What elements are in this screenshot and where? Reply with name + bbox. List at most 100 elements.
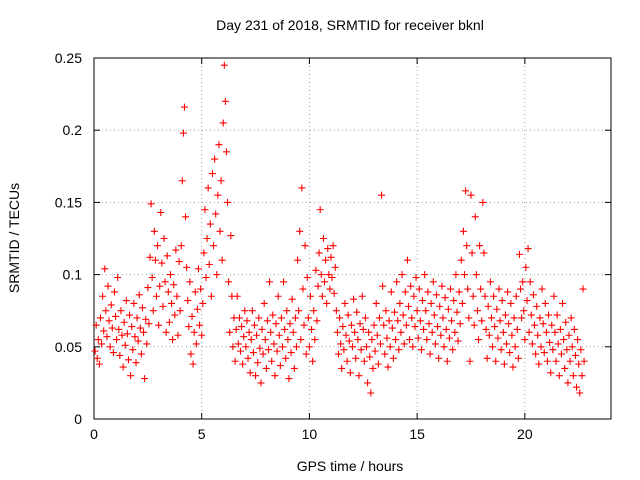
data-point (373, 331, 381, 339)
data-point (186, 278, 194, 286)
y-tick-label: 0.1 (63, 267, 83, 283)
data-point (505, 320, 513, 328)
data-point (431, 340, 439, 348)
data-point (547, 369, 555, 377)
data-point (374, 360, 382, 368)
data-point (445, 334, 453, 342)
data-point (140, 328, 148, 336)
data-point (138, 304, 146, 312)
data-point (161, 278, 169, 286)
data-point (160, 235, 168, 242)
data-point (550, 292, 558, 300)
data-point (469, 292, 477, 300)
data-point (200, 249, 208, 257)
data-point (359, 325, 367, 333)
plot-frame (93, 57, 612, 420)
x-axis-label: GPS time / hours (297, 458, 404, 474)
data-point (435, 354, 443, 362)
data-point (127, 372, 135, 380)
data-point (104, 282, 112, 290)
data-point (392, 336, 400, 344)
data-point (233, 292, 241, 300)
data-point (507, 299, 515, 307)
data-point (363, 343, 371, 351)
data-point (162, 328, 170, 336)
data-point (477, 285, 485, 293)
data-point (364, 379, 372, 387)
data-point (354, 336, 362, 344)
data-point (546, 338, 554, 346)
data-point (537, 343, 545, 351)
data-point (232, 325, 240, 333)
data-point (336, 314, 344, 322)
data-point (94, 336, 102, 344)
data-point (414, 334, 422, 342)
data-point (464, 285, 472, 293)
data-point (378, 191, 386, 199)
data-point (381, 350, 389, 358)
data-point (285, 375, 293, 383)
data-point (207, 292, 215, 300)
data-point (132, 359, 140, 367)
data-point (569, 372, 577, 380)
data-point (476, 242, 484, 250)
data-point (571, 351, 579, 359)
data-point (255, 314, 263, 322)
data-point (417, 346, 425, 354)
data-point (462, 187, 470, 195)
chart-title: Day 231 of 2018, SRMTID for receiver bkn… (216, 17, 484, 33)
data-point (524, 245, 532, 253)
grid-lines (94, 58, 611, 419)
data-point (509, 363, 517, 371)
data-point (340, 346, 348, 354)
data-point (118, 331, 126, 339)
data-point (533, 302, 541, 310)
data-point (238, 323, 246, 331)
data-point (536, 314, 544, 322)
data-point (157, 209, 165, 217)
data-point (570, 325, 578, 333)
data-point (357, 346, 365, 354)
data-point (559, 299, 567, 307)
data-point (198, 331, 206, 339)
data-point (454, 337, 462, 345)
data-point (253, 331, 261, 339)
data-point (563, 346, 571, 354)
data-point (470, 321, 478, 329)
data-point (217, 177, 225, 185)
data-point (367, 389, 375, 397)
data-point (351, 328, 359, 336)
data-point (259, 350, 267, 358)
data-point (120, 318, 128, 326)
data-point (395, 346, 403, 354)
data-point (300, 321, 308, 329)
data-point (319, 235, 327, 242)
data-point (553, 311, 561, 319)
data-point (203, 235, 211, 242)
data-point (540, 349, 548, 357)
data-point (356, 320, 364, 328)
data-point (308, 325, 316, 333)
data-point (490, 292, 498, 300)
data-point (288, 295, 296, 303)
data-point (565, 331, 573, 339)
data-point (382, 307, 390, 315)
data-point (95, 360, 103, 368)
data-point (156, 282, 164, 290)
data-point (91, 347, 99, 355)
data-point (323, 299, 331, 307)
data-point (267, 328, 275, 336)
data-point (358, 292, 366, 300)
data-point (511, 343, 519, 351)
data-point (315, 249, 323, 257)
data-point (283, 307, 291, 315)
data-point (289, 328, 297, 336)
data-point (379, 282, 387, 290)
data-point (268, 357, 276, 365)
data-point (387, 288, 395, 296)
data-point (365, 328, 373, 336)
data-point (484, 302, 492, 310)
data-point (442, 325, 450, 333)
data-point (532, 350, 540, 358)
data-point (298, 184, 306, 192)
